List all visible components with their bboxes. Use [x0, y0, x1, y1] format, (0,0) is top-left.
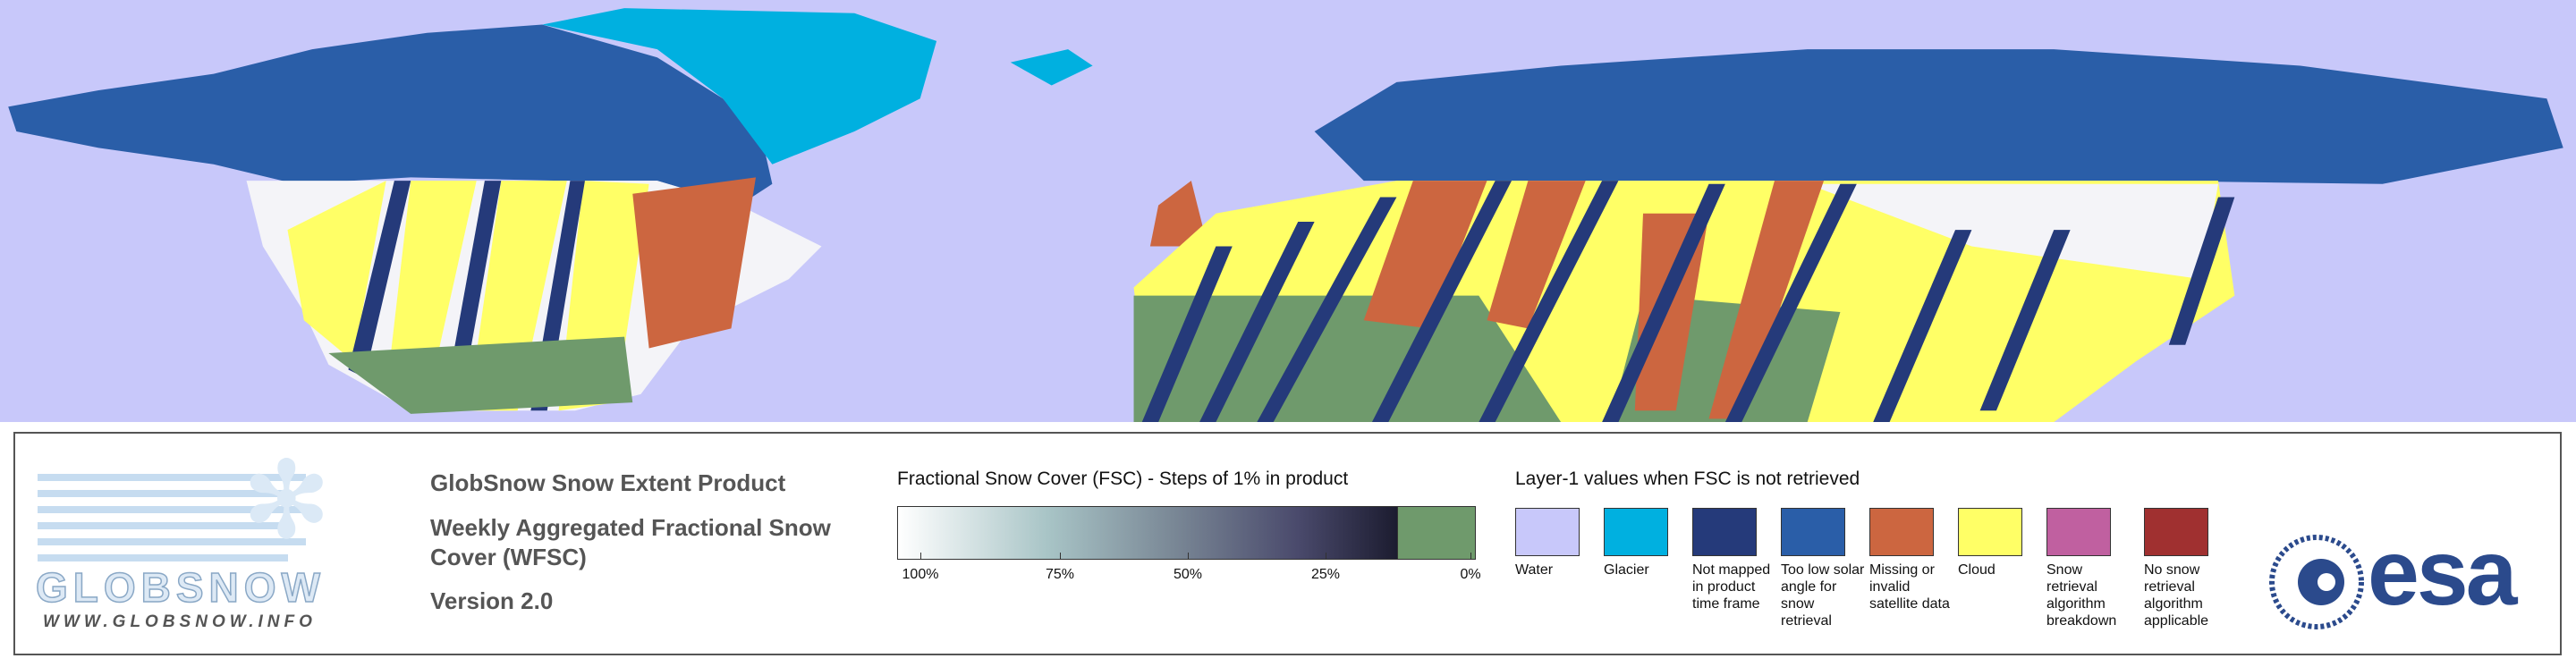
colorbar-tick	[920, 553, 921, 560]
legend-swatch	[1692, 508, 1757, 556]
legend-swatch	[2144, 508, 2208, 556]
stripe	[1979, 230, 2071, 411]
legend-label: No snow retrieval algorithm applicable	[2144, 562, 2209, 629]
stripe	[1602, 183, 1725, 422]
map-shapes	[8, 8, 2563, 422]
logo-stripe	[38, 506, 306, 513]
eu-missing-4	[1708, 181, 1825, 419]
snowflake: ✻	[242, 441, 332, 561]
colorbar-tick	[1188, 553, 1189, 560]
legend-label: Cloud	[1958, 562, 1996, 578]
esa-logo: esa	[2267, 523, 2545, 632]
logo-stripe	[38, 474, 306, 481]
legend-swatch	[1604, 508, 1668, 556]
product-title: GlobSnow Snow Extent Product	[430, 469, 786, 496]
stripe	[1371, 181, 1513, 422]
eu-missing-3	[1634, 213, 1709, 411]
legend-swatch	[2046, 508, 2111, 556]
logo-stripe	[38, 554, 288, 561]
colorbar-tick-label: 100%	[902, 567, 939, 582]
colorbar-gradient	[897, 506, 1398, 560]
colorbar-tick	[1470, 553, 1471, 560]
product-version: Version 2.0	[430, 587, 554, 614]
colorbar-title: Fractional Snow Cover (FSC) - Steps of 1…	[897, 469, 1349, 489]
colorbar-tick-label: 75%	[1045, 567, 1075, 582]
colorbar-tick	[1060, 553, 1061, 560]
eurasia-north	[1314, 49, 2563, 184]
eurasia-snow	[1807, 183, 2218, 280]
legend-label: Water	[1515, 562, 1554, 578]
snow-map	[0, 0, 2576, 422]
emblem-dot	[2318, 573, 2335, 591]
na-cloud-2	[386, 181, 477, 403]
colorbar-tick-label: 0%	[1460, 567, 1481, 582]
eu-missing-2	[1487, 181, 1586, 329]
globsnow-logo: ✻ GLOBSNOW WWW.GLOBSNOW.INFO	[35, 441, 386, 632]
stripe	[1873, 230, 1972, 422]
logo-stripe	[38, 538, 306, 545]
na-stripe-1	[348, 181, 411, 378]
uk	[1149, 181, 1208, 247]
iceland	[1010, 49, 1093, 86]
legend-swatch	[1869, 508, 1934, 556]
logo-stripe	[38, 490, 288, 497]
legend-label: Not mapped in product time frame	[1692, 562, 1771, 612]
africa	[1133, 295, 1562, 422]
stripe	[1724, 183, 1857, 422]
legend-swatch	[1781, 508, 1845, 556]
stripe	[1141, 246, 1233, 422]
esa-emblem	[2269, 535, 2364, 629]
colorbar-tick-label: 25%	[1310, 567, 1341, 582]
legend-panel	[13, 432, 2562, 655]
logo-name: GLOBSNOW	[35, 563, 326, 612]
eurasia-stripes	[1141, 181, 2235, 422]
logo-stripe	[38, 522, 288, 529]
stripe	[1479, 181, 1619, 422]
logo-url: WWW.GLOBSNOW.INFO	[43, 612, 317, 631]
legend-label: Snow retrieval algorithm breakdown	[2046, 562, 2117, 629]
product-subtitle: Weekly Aggregated Fractional Snow Cover …	[430, 514, 831, 570]
stripe	[1199, 221, 1315, 422]
stripe	[1257, 197, 1397, 422]
legend-label: Missing or invalid satellite data	[1869, 562, 1950, 612]
colorbar-zero	[1397, 506, 1476, 560]
na-green	[328, 336, 633, 414]
greenland	[542, 8, 937, 165]
north-america-north	[8, 24, 773, 206]
layer1-title: Layer-1 values when FSC is not retrieved	[1515, 469, 1860, 489]
stripe	[2168, 197, 2235, 345]
legend-swatch	[1515, 508, 1580, 556]
colorbar-tick-label: 50%	[1173, 567, 1203, 582]
legend-swatch	[1958, 508, 2022, 556]
esa-text: esa	[2368, 521, 2518, 625]
na-missing	[632, 177, 757, 349]
eu-missing-1	[1363, 181, 1487, 329]
legend-label: Glacier	[1604, 562, 1649, 578]
emblem-ring	[2269, 535, 2364, 629]
legend-label: Too low solar angle for snow retrieval	[1781, 562, 1865, 629]
